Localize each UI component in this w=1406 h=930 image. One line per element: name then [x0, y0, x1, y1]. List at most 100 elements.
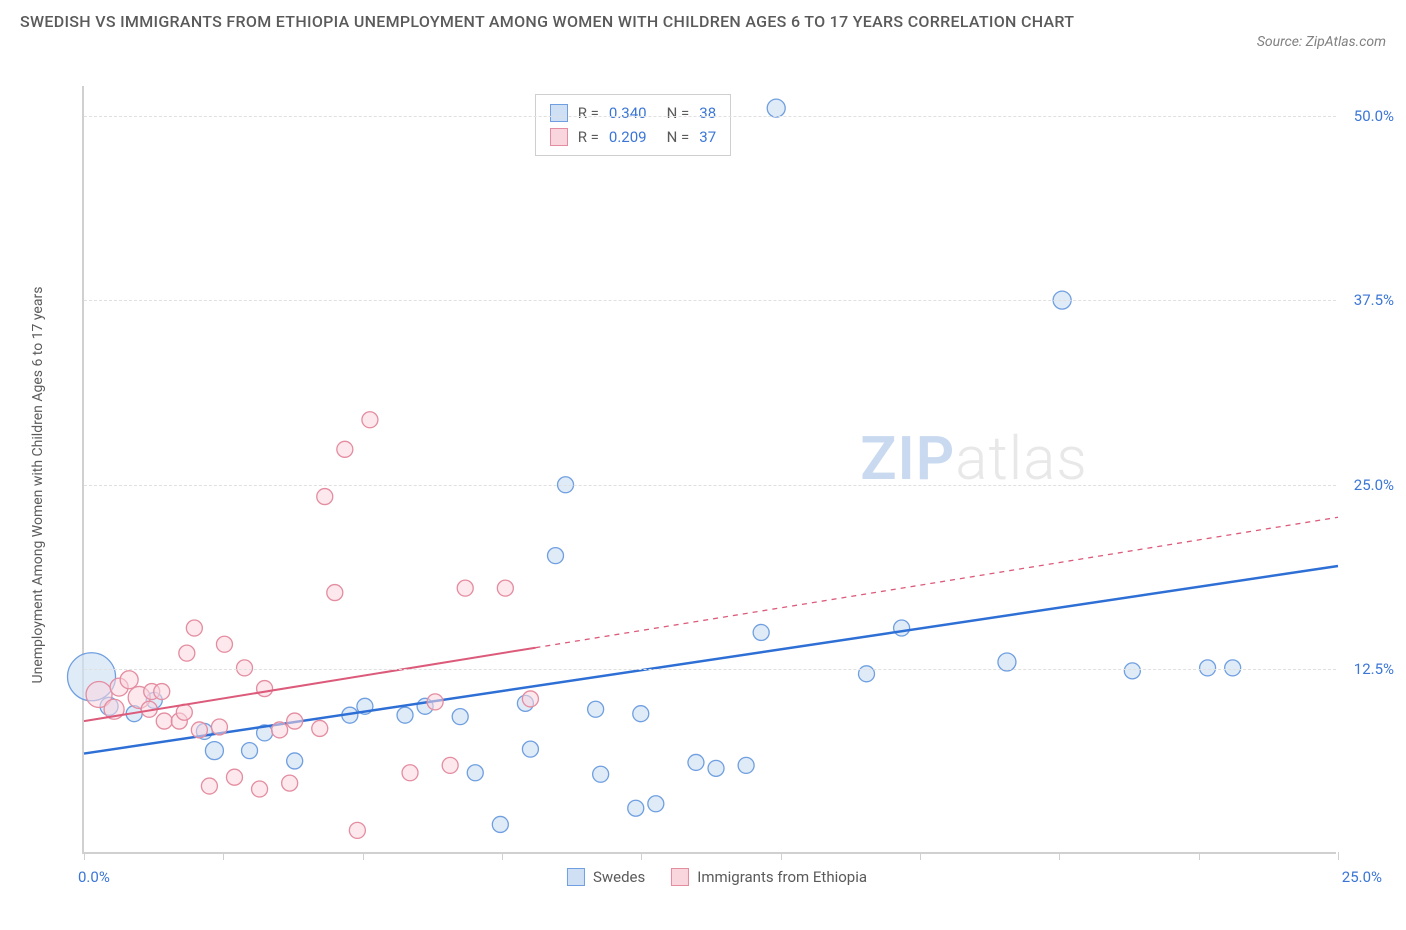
- plot-area: ZIPatlas R =0.340N =38R =0.209N =37 12.5…: [82, 86, 1336, 854]
- data-point: [998, 653, 1016, 671]
- y-tick-label: 37.5%: [1354, 291, 1394, 309]
- bottom-legend: Swedes Immigrants from Ethiopia: [567, 868, 867, 886]
- data-point: [186, 620, 202, 636]
- data-point: [452, 709, 468, 725]
- data-point: [362, 412, 378, 428]
- data-point: [497, 580, 513, 596]
- legend-label: Immigrants from Ethiopia: [697, 868, 867, 886]
- data-point: [767, 99, 785, 117]
- x-tick: [502, 852, 503, 860]
- data-point: [252, 781, 268, 797]
- grid-line: [84, 116, 1336, 117]
- source-label: Source: ZipAtlas.com: [1257, 34, 1386, 50]
- data-point: [588, 701, 604, 717]
- data-point: [282, 775, 298, 791]
- stat-r-value: 0.340: [609, 101, 647, 125]
- data-point: [442, 757, 458, 773]
- grid-line: [84, 669, 1336, 670]
- legend-item: Immigrants from Ethiopia: [671, 868, 867, 886]
- x-tick: [641, 852, 642, 860]
- legend-swatch: [567, 868, 585, 886]
- x-axis-end-label: 25.0%: [1342, 868, 1382, 886]
- data-point: [226, 769, 242, 785]
- data-point: [191, 722, 207, 738]
- x-axis-start-label: 0.0%: [78, 868, 110, 886]
- data-point: [337, 441, 353, 457]
- grid-line: [84, 485, 1336, 486]
- x-tick: [781, 852, 782, 860]
- data-point: [402, 765, 418, 781]
- data-point: [467, 765, 483, 781]
- data-point: [633, 706, 649, 722]
- data-point: [522, 741, 538, 757]
- data-point: [205, 742, 223, 760]
- x-tick: [1199, 852, 1200, 860]
- data-point: [120, 671, 138, 689]
- x-tick: [223, 852, 224, 860]
- trend-line: [84, 566, 1338, 754]
- legend-swatch: [671, 868, 689, 886]
- stat-n-key: N =: [667, 125, 690, 149]
- data-point: [156, 713, 172, 729]
- data-point: [522, 691, 538, 707]
- stats-row: R = 0.340 N = 38: [550, 101, 716, 125]
- chart-title: SWEDISH VS IMMIGRANTS FROM ETHIOPIA UNEM…: [20, 10, 1074, 34]
- data-point: [858, 666, 874, 682]
- data-point: [1200, 660, 1216, 676]
- data-point: [179, 645, 195, 661]
- data-point: [708, 760, 724, 776]
- data-point: [312, 720, 328, 736]
- data-point: [287, 713, 303, 729]
- data-point: [628, 800, 644, 816]
- x-tick: [920, 852, 921, 860]
- data-point: [242, 743, 258, 759]
- data-point: [349, 822, 365, 838]
- data-point: [327, 585, 343, 601]
- stat-n-value: 37: [699, 125, 716, 149]
- data-point: [492, 816, 508, 832]
- data-point: [1124, 663, 1140, 679]
- data-point: [688, 754, 704, 770]
- stat-r-key: R =: [578, 101, 599, 125]
- data-point: [216, 636, 232, 652]
- scatter-svg: [84, 86, 1336, 852]
- trend-line-dashed: [535, 517, 1338, 647]
- data-point: [738, 757, 754, 773]
- x-tick: [1059, 852, 1060, 860]
- legend-item: Swedes: [567, 868, 645, 886]
- data-point: [753, 624, 769, 640]
- data-point: [237, 660, 253, 676]
- data-point: [457, 580, 473, 596]
- data-point: [317, 489, 333, 505]
- y-axis-label: Unemployment Among Women with Children A…: [30, 287, 46, 684]
- x-tick: [84, 852, 85, 860]
- legend-swatch: [550, 104, 568, 122]
- data-point: [1225, 660, 1241, 676]
- stats-row: R = 0.209 N = 37: [550, 125, 716, 149]
- data-point: [201, 778, 217, 794]
- data-point: [427, 694, 443, 710]
- data-point: [211, 719, 227, 735]
- data-point: [272, 722, 288, 738]
- data-point: [548, 548, 564, 564]
- grid-line: [84, 300, 1336, 301]
- plot-wrap: Unemployment Among Women with Children A…: [48, 86, 1386, 884]
- x-tick: [363, 852, 364, 860]
- data-point: [154, 684, 170, 700]
- data-point: [894, 620, 910, 636]
- y-tick-label: 25.0%: [1354, 476, 1394, 494]
- legend-swatch: [550, 128, 568, 146]
- data-point: [593, 766, 609, 782]
- y-tick-label: 12.5%: [1354, 660, 1394, 678]
- stats-box: R = 0.340 N = 38 R = 0.209 N = 37: [535, 94, 731, 156]
- data-point: [287, 753, 303, 769]
- stat-n-value: 38: [699, 101, 716, 125]
- legend-label: Swedes: [593, 868, 645, 886]
- data-point: [648, 796, 664, 812]
- data-point: [257, 681, 273, 697]
- x-tick: [1338, 852, 1339, 860]
- stat-r-key: R =: [578, 125, 599, 149]
- stat-n-key: N =: [667, 101, 690, 125]
- data-point: [397, 707, 413, 723]
- stat-r-value: 0.209: [609, 125, 647, 149]
